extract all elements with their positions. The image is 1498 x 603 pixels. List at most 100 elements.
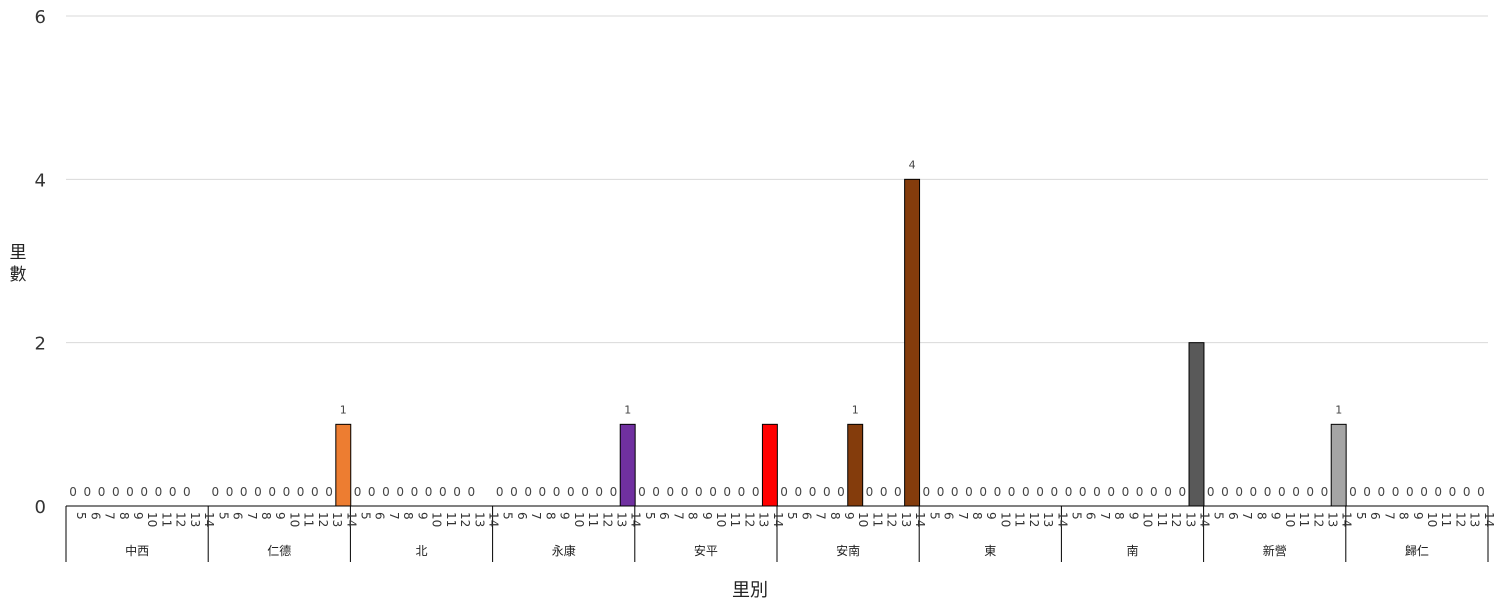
x-tick-label: 9 — [1126, 512, 1140, 520]
x-tick-label: 5 — [74, 512, 88, 520]
data-label: 0 — [1122, 485, 1130, 499]
data-label: 0 — [1406, 485, 1414, 499]
data-label: 0 — [1093, 485, 1101, 499]
x-tick-label: 5 — [1212, 512, 1226, 520]
x-tick-label: 6 — [231, 512, 245, 520]
y-axis-title-char: 里 — [10, 243, 27, 263]
x-tick-label: 9 — [984, 512, 998, 520]
x-tick-label: 8 — [117, 512, 131, 520]
x-tick-label: 11 — [1155, 512, 1169, 527]
data-label: 0 — [283, 485, 291, 499]
data-label: 0 — [510, 485, 518, 499]
x-tick-label: 7 — [814, 512, 828, 520]
data-label: 0 — [795, 485, 803, 499]
data-label: 0 — [1477, 485, 1485, 499]
x-tick-label: 6 — [88, 512, 102, 520]
x-tick-label: 8 — [1112, 512, 1126, 520]
data-labels: 0 0 0 0 0 0 0 0 0 0 0 0 0 0 0 0 0 010 0 0 0 0 0 0 0 0 0 0 0 0 0 0 0 0 010 0… — [69, 158, 1484, 499]
x-tick-label: 6 — [1226, 512, 1240, 520]
data-label: 0 — [1292, 485, 1300, 499]
data-label: 0 — [98, 485, 106, 499]
data-label: 0 — [155, 485, 163, 499]
data-label: 0 — [439, 485, 447, 499]
x-tick-label: 11 — [586, 512, 600, 527]
data-label: 0 — [453, 485, 461, 499]
data-label: 0 — [1150, 485, 1158, 499]
data-label: 0 — [866, 485, 874, 499]
x-tick-label: 11 — [302, 512, 316, 527]
data-label: 0 — [1050, 485, 1058, 499]
data-label: 0 — [937, 485, 945, 499]
x-axis-title: 里別 — [732, 580, 768, 601]
x-tick-label: 13 — [899, 512, 913, 527]
x-tick-label: 14 — [1197, 512, 1211, 527]
bar — [904, 178, 921, 507]
x-tick-label: 14 — [1340, 512, 1354, 527]
x-tick-label: 6 — [373, 512, 387, 520]
x-tick-label: 13 — [757, 512, 771, 527]
x-tick-label: 7 — [529, 512, 543, 520]
data-label: 0 — [297, 485, 305, 499]
data-label: 1 — [852, 403, 859, 416]
x-tick-label: 14 — [1482, 512, 1496, 527]
x-tick-label: 13 — [1325, 512, 1339, 527]
y-axis-ticks: 0 2 4 6 — [35, 7, 46, 518]
x-group-label: 新營 — [1263, 543, 1287, 558]
data-label: 0 — [240, 485, 248, 499]
x-tick-label: 8 — [828, 512, 842, 520]
data-label: 0 — [951, 485, 959, 499]
data-label: 0 — [396, 485, 404, 499]
data-label: 0 — [268, 485, 276, 499]
data-label: 0 — [922, 485, 930, 499]
y-axis-title-char: 數 — [10, 265, 27, 285]
x-tick-label: 14 — [1055, 512, 1069, 527]
x-tick-label: 10 — [1283, 512, 1297, 527]
data-label: 0 — [1363, 485, 1371, 499]
x-tick-label: 5 — [785, 512, 799, 520]
data-label: 0 — [581, 485, 589, 499]
data-label: 0 — [1221, 485, 1229, 499]
x-tick-label: 8 — [401, 512, 415, 520]
x-group-label: 東 — [984, 544, 996, 558]
x-tick-label: 13 — [1041, 512, 1055, 527]
x-tick-label: 12 — [174, 512, 188, 527]
data-label: 0 — [823, 485, 831, 499]
data-label: 0 — [524, 485, 532, 499]
y-tick-label: 4 — [35, 170, 46, 191]
data-label: 0 — [738, 485, 746, 499]
data-label: 0 — [1079, 485, 1087, 499]
x-tick-label: 13 — [330, 512, 344, 527]
data-label: 0 — [1022, 485, 1030, 499]
data-label: 0 — [1207, 485, 1215, 499]
x-tick-label: 12 — [742, 512, 756, 527]
x-tick-label: 9 — [558, 512, 572, 520]
data-label: 0 — [638, 485, 646, 499]
x-tick-label: 12 — [1311, 512, 1325, 527]
data-label: 0 — [652, 485, 660, 499]
x-tick-label: 9 — [1269, 512, 1283, 520]
x-tick-label: 12 — [1453, 512, 1467, 527]
data-label: 0 — [84, 485, 92, 499]
data-label: 0 — [354, 485, 362, 499]
gridlines — [66, 15, 1488, 344]
bar — [1330, 423, 1347, 507]
data-label: 0 — [1107, 485, 1115, 499]
data-label: 0 — [780, 485, 788, 499]
x-tick-label: 14 — [913, 512, 927, 527]
x-tick-label: 12 — [458, 512, 472, 527]
data-label: 0 — [1065, 485, 1073, 499]
data-label: 0 — [425, 485, 433, 499]
data-label: 1 — [340, 403, 347, 416]
data-label: 0 — [382, 485, 390, 499]
x-tick-label: 5 — [1070, 512, 1084, 520]
data-label: 0 — [681, 485, 689, 499]
x-group-label: 北 — [415, 544, 427, 558]
bar — [761, 423, 778, 507]
x-tick-label: 10 — [287, 512, 301, 527]
data-label: 0 — [325, 485, 333, 499]
data-label: 0 — [211, 485, 219, 499]
x-tick-label: 7 — [956, 512, 970, 520]
data-label: 0 — [837, 485, 845, 499]
